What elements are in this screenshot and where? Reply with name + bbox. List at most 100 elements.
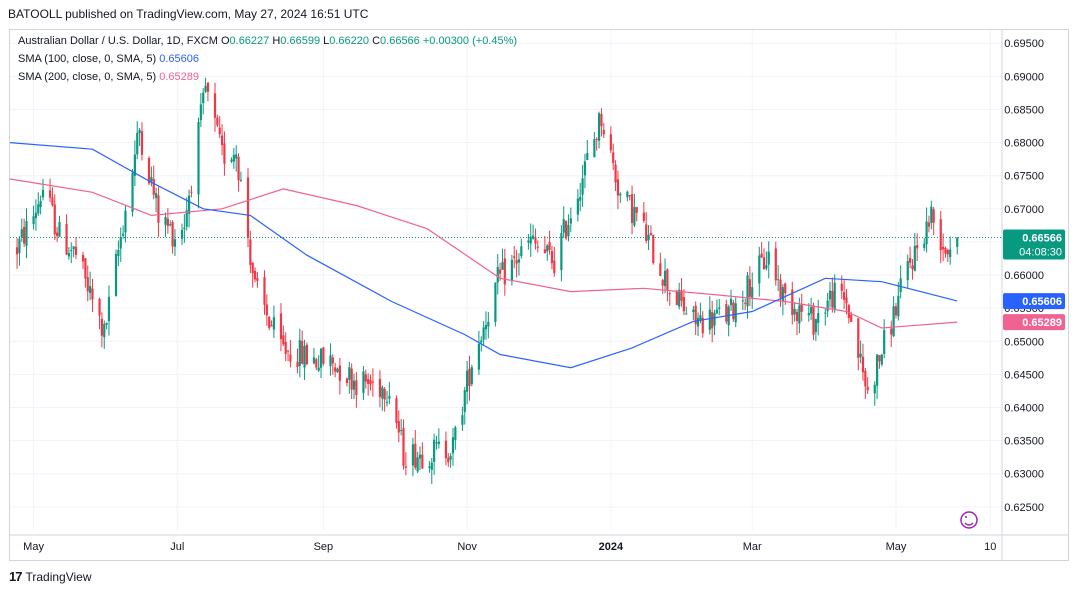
- candle-up: [67, 247, 71, 260]
- price-badge-bg: [1003, 314, 1065, 331]
- candle-body: [909, 258, 912, 263]
- candle-body: [411, 444, 415, 466]
- candle-up: [692, 305, 695, 321]
- candle-body: [122, 233, 125, 236]
- candle-up: [765, 251, 768, 271]
- candle-body: [183, 227, 186, 230]
- candle-body: [136, 132, 139, 155]
- candles: [15, 77, 959, 485]
- candle-body: [237, 156, 240, 181]
- candle-body: [449, 455, 452, 460]
- candle-body: [20, 229, 23, 238]
- symbol-name[interactable]: Australian Dollar / U.S. Dollar, 1D, FXC…: [18, 35, 218, 47]
- candle-body: [265, 304, 268, 316]
- candle-body: [496, 267, 499, 283]
- candle-down: [861, 343, 865, 381]
- candle-body: [925, 221, 928, 245]
- x-tick-label: 2024: [599, 541, 624, 553]
- candle-body: [395, 398, 398, 423]
- candle-down: [534, 228, 537, 250]
- change-value: +0.00300 (+0.45%): [422, 35, 518, 47]
- candle-down: [916, 233, 919, 261]
- candle-up: [741, 290, 744, 310]
- candle-body: [916, 245, 919, 249]
- candle-up: [329, 343, 332, 376]
- candle-down: [402, 419, 405, 470]
- candle-up: [34, 199, 38, 231]
- legend-sma200-row[interactable]: SMA (200, close, 0, SMA, 5) 0.65289: [18, 71, 199, 83]
- candle-down: [74, 237, 78, 260]
- candle-down: [864, 368, 867, 399]
- candle-up: [527, 233, 530, 250]
- candle-down: [661, 278, 664, 294]
- candle-up: [930, 200, 933, 230]
- candle-body: [567, 224, 570, 236]
- emoji-icon[interactable]: [960, 511, 978, 529]
- candle-up: [567, 214, 570, 242]
- candle-body: [828, 290, 832, 300]
- candle-up: [385, 390, 389, 407]
- candle-body: [751, 287, 754, 298]
- candle-body: [619, 193, 622, 196]
- candle-up: [892, 296, 895, 338]
- candle-up: [202, 88, 205, 115]
- candle-body: [499, 269, 502, 274]
- candle-up: [454, 425, 457, 450]
- candle-body: [150, 176, 153, 182]
- candle-body: [602, 129, 605, 135]
- candle-body: [880, 354, 883, 365]
- candle-up: [517, 253, 521, 276]
- candle-body: [220, 135, 224, 146]
- candle-down: [253, 267, 257, 283]
- candle-body: [272, 317, 276, 330]
- candle-up: [303, 339, 306, 380]
- candle-up: [647, 225, 650, 250]
- candle-body: [185, 210, 188, 227]
- candle-up: [520, 238, 523, 259]
- candle-body: [319, 348, 323, 368]
- candle-down: [397, 410, 400, 443]
- candle-up: [746, 272, 749, 319]
- candle-up: [272, 305, 276, 339]
- candle-body: [647, 234, 650, 241]
- candle-body: [369, 380, 372, 385]
- chart-frame: [9, 29, 1069, 561]
- high-value: 0.66599: [280, 35, 321, 47]
- candle-up: [619, 192, 622, 203]
- candle-up: [117, 240, 120, 266]
- candle-body: [711, 312, 714, 329]
- candle-down: [536, 240, 539, 253]
- candle-up: [708, 296, 711, 335]
- tradingview-logo-icon[interactable]: 17: [9, 569, 23, 584]
- candle-body: [626, 191, 629, 198]
- candle-body: [91, 288, 94, 300]
- candle-body: [668, 293, 671, 295]
- candle-up: [400, 418, 403, 436]
- candle-body: [140, 131, 144, 155]
- last-price-badge: 0.66566 04:08:30: [1003, 229, 1065, 260]
- candle-body: [383, 388, 386, 400]
- legend-sma100-row[interactable]: SMA (100, close, 0, SMA, 5) 0.65606: [18, 53, 199, 65]
- candle-body: [301, 341, 304, 364]
- candle-body: [748, 279, 751, 297]
- candle-body: [421, 454, 424, 469]
- candle-body: [329, 355, 332, 367]
- candle-body: [560, 233, 563, 271]
- candle-body: [635, 207, 638, 213]
- candle-body: [913, 245, 916, 271]
- candle-body: [883, 329, 886, 354]
- candle-body: [777, 279, 780, 281]
- candle-up: [925, 207, 928, 253]
- candle-body: [58, 222, 61, 237]
- candle-down: [237, 153, 240, 192]
- candle-up: [37, 192, 40, 216]
- candle-down: [383, 386, 386, 412]
- candle-down: [894, 302, 898, 319]
- candle-body: [480, 340, 483, 343]
- candle-body: [593, 139, 596, 157]
- candle-body: [37, 204, 40, 214]
- tradingview-brand[interactable]: TradingView: [25, 569, 92, 584]
- candle-body: [487, 321, 490, 327]
- x-tick-label: May: [886, 541, 907, 553]
